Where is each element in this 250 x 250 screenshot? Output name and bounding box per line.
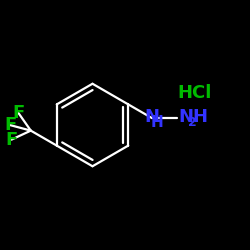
Text: NH: NH	[178, 108, 208, 126]
Text: H: H	[150, 115, 163, 130]
Text: N: N	[144, 108, 160, 126]
Text: HCl: HCl	[178, 84, 212, 102]
Text: F: F	[12, 104, 25, 122]
Text: F: F	[6, 130, 18, 148]
Text: 2: 2	[188, 116, 197, 128]
Text: F: F	[4, 116, 16, 134]
